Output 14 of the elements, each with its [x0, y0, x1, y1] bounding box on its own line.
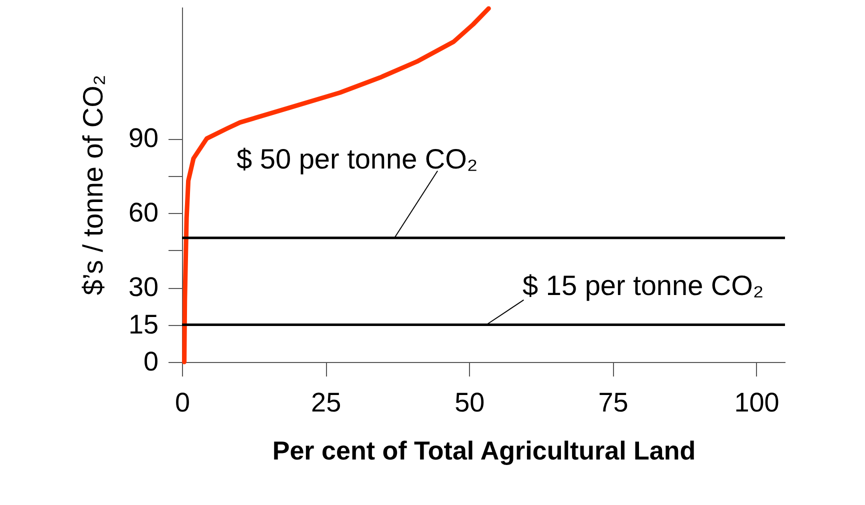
y-tick-label: 90 — [128, 123, 158, 154]
ref-line-label: $ 15 per tonne CO₂ — [522, 270, 764, 301]
y-tick-label: 30 — [128, 272, 158, 302]
y-tick-label: 0 — [143, 346, 158, 376]
x-tick-label: 50 — [454, 388, 485, 418]
x-tick-label: 100 — [734, 388, 780, 418]
y-axis-title: $’s / tonne of CO₂ — [77, 74, 108, 296]
ref-line-label: $ 50 per tonne CO₂ — [236, 143, 478, 174]
x-axis-title: Per cent of Total Agricultural Land — [272, 436, 696, 466]
x-tick-label: 75 — [598, 388, 628, 418]
y-tick-label: 60 — [128, 198, 158, 228]
x-tick-label: 0 — [174, 388, 190, 418]
x-tick-label: 25 — [311, 388, 342, 418]
y-tick-label: 15 — [128, 309, 158, 340]
